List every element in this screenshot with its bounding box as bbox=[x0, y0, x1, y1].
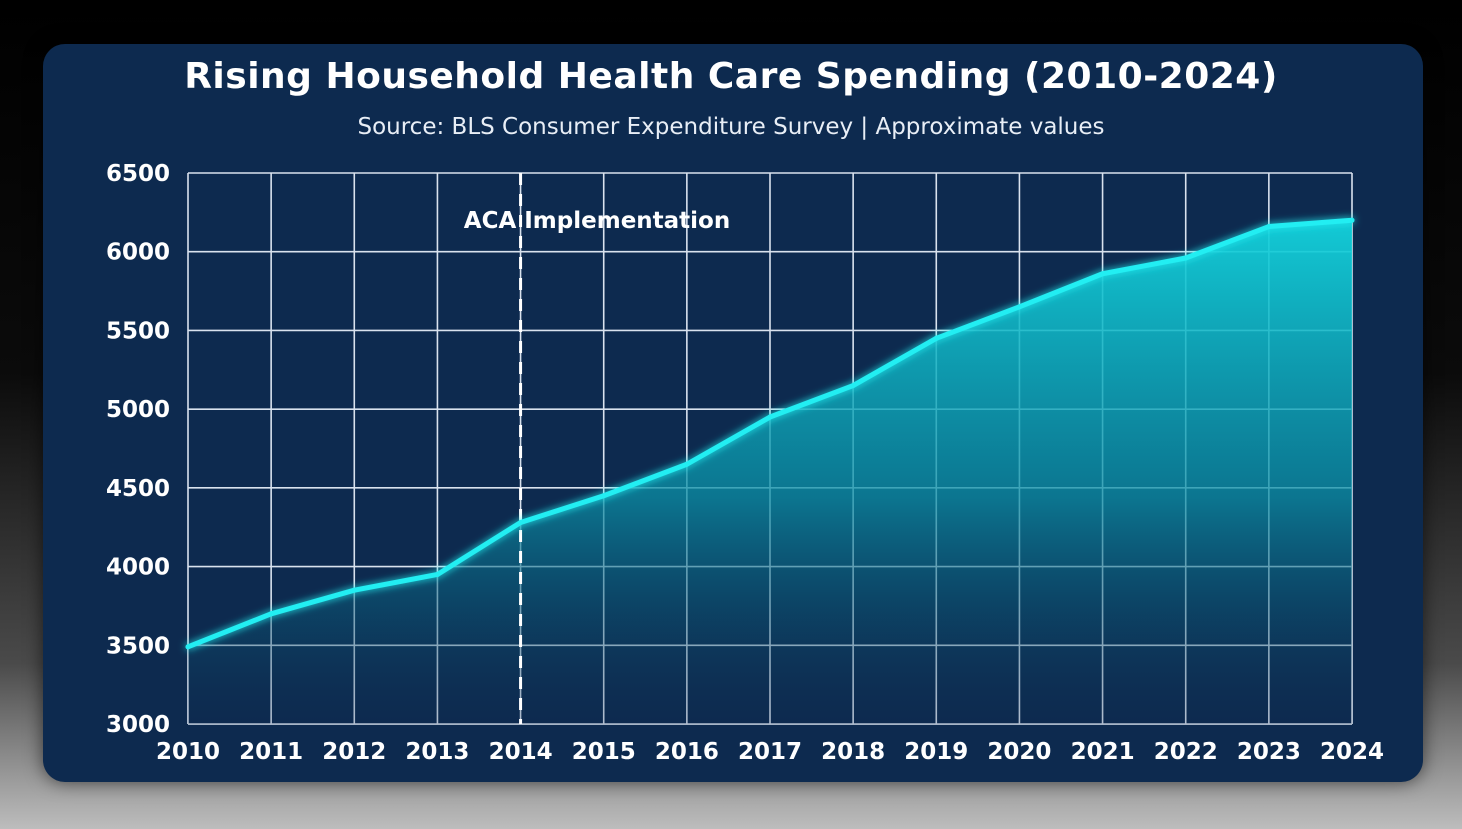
annotation-label: ACA Implementation bbox=[464, 208, 730, 234]
y-tick-label: 3000 bbox=[106, 712, 170, 738]
area-fill bbox=[188, 220, 1352, 724]
y-tick-label: 4000 bbox=[106, 555, 170, 581]
data-point bbox=[1100, 271, 1106, 277]
chart-subtitle: Source: BLS Consumer Expenditure Survey … bbox=[357, 114, 1105, 140]
data-point bbox=[268, 611, 274, 617]
data-point bbox=[1016, 304, 1022, 310]
data-point bbox=[1266, 224, 1272, 230]
y-tick-label: 5000 bbox=[106, 397, 170, 423]
data-point bbox=[850, 383, 856, 389]
data-point bbox=[601, 493, 607, 499]
data-point bbox=[767, 414, 773, 420]
y-tick-label: 4500 bbox=[106, 476, 170, 502]
x-tick-label: 2024 bbox=[1320, 739, 1384, 765]
y-tick-label: 6500 bbox=[106, 161, 170, 187]
line-layer bbox=[185, 217, 1355, 650]
x-axis-ticks: 2010 2011 2012 2013 2014 2015 2016 2017 2018 2019… bbox=[156, 739, 1384, 765]
x-tick-label: 2022 bbox=[1154, 739, 1218, 765]
data-point bbox=[518, 519, 524, 525]
chart-title: Rising Household Health Care Spending (2… bbox=[184, 56, 1278, 97]
annotation-layer: ACA Implementation bbox=[464, 173, 730, 724]
x-tick-label: 2018 bbox=[821, 739, 885, 765]
y-tick-label: 5500 bbox=[106, 318, 170, 344]
x-tick-label: 2014 bbox=[489, 739, 553, 765]
x-tick-label: 2013 bbox=[405, 739, 469, 765]
x-tick-label: 2020 bbox=[987, 739, 1051, 765]
x-tick-label: 2011 bbox=[239, 739, 303, 765]
x-tick-label: 2021 bbox=[1071, 739, 1135, 765]
x-tick-label: 2010 bbox=[156, 739, 220, 765]
y-axis-ticks: 3000 3500 4000 4500 5000 5500 6000 6500 bbox=[106, 161, 170, 738]
data-point bbox=[1349, 217, 1355, 223]
x-tick-label: 2016 bbox=[655, 739, 719, 765]
data-point bbox=[684, 461, 690, 467]
x-tick-label: 2015 bbox=[572, 739, 636, 765]
area-fill-layer bbox=[188, 220, 1352, 724]
x-tick-label: 2019 bbox=[904, 739, 968, 765]
x-tick-label: 2023 bbox=[1237, 739, 1301, 765]
y-tick-label: 3500 bbox=[106, 633, 170, 659]
data-point bbox=[351, 587, 357, 593]
x-tick-label: 2017 bbox=[738, 739, 802, 765]
data-point bbox=[1183, 255, 1189, 261]
data-point bbox=[185, 644, 191, 650]
data-point bbox=[434, 571, 440, 577]
data-point bbox=[933, 335, 939, 341]
y-tick-label: 6000 bbox=[106, 240, 170, 266]
x-tick-label: 2012 bbox=[322, 739, 386, 765]
